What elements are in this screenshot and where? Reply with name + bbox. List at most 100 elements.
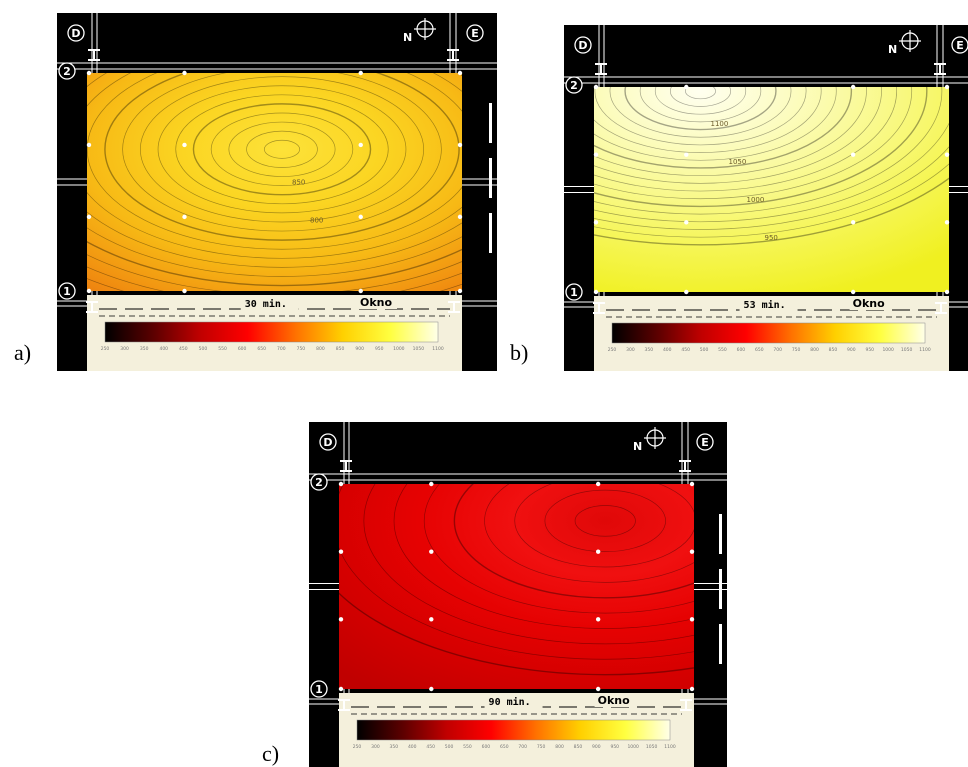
grid-label-D: D xyxy=(319,433,337,451)
colorbar-tick-label: 1000 xyxy=(882,347,894,353)
colorbar-tick-label: 300 xyxy=(626,347,635,353)
colorbar-tick-label: 850 xyxy=(336,346,345,352)
colorbar-tick-label: 800 xyxy=(810,347,819,353)
column-icon xyxy=(447,49,459,61)
colorbar-tick-label: 1000 xyxy=(393,346,405,352)
svg-text:2: 2 xyxy=(570,79,578,92)
colorbar-tick-label: 500 xyxy=(445,744,454,750)
colorbar-tick-label: 250 xyxy=(101,346,110,352)
grid-label-D: D xyxy=(67,24,85,42)
colorbar-tick-label: 600 xyxy=(238,346,247,352)
contour-label: 1100 xyxy=(711,120,729,128)
grid-label-1: 1 xyxy=(565,283,583,301)
panel-svg-a: 850 800 D E 2 1 N 30 min. Okno 250 300 350 400 450 500… xyxy=(57,13,497,371)
column-icon xyxy=(338,699,350,711)
time-label: 53 min. xyxy=(744,299,786,311)
time-label: 30 min. xyxy=(245,298,287,310)
svg-text:D: D xyxy=(71,27,80,40)
colorbar-tick-label: 950 xyxy=(610,744,619,750)
time-label: 90 min. xyxy=(489,696,531,708)
colorbar-tick-label: 300 xyxy=(371,744,380,750)
heatmap-panel-c: D E 2 1 N 90 min. Okno 250 300 350 400 450 500 550 600… xyxy=(309,422,727,767)
grid-label-2: 2 xyxy=(310,473,328,491)
colorbar-tick-label: 350 xyxy=(645,347,654,353)
colorbar xyxy=(356,719,671,741)
colorbar-tick-label: 900 xyxy=(847,347,856,353)
colorbar-tick-label: 650 xyxy=(257,346,266,352)
contour-label: 800 xyxy=(310,216,323,224)
heatmap-panel-a: 850 800 D E 2 1 N 30 min. Okno 250 300 350 400 450 500… xyxy=(57,13,497,371)
svg-text:1: 1 xyxy=(63,285,71,298)
colorbar-tick-label: 750 xyxy=(792,347,801,353)
column-icon xyxy=(935,302,947,314)
column-icon xyxy=(593,302,605,314)
colorbar-tick-label: 900 xyxy=(355,346,364,352)
contour-label: 1050 xyxy=(729,158,747,166)
colorbar-tick-label: 1000 xyxy=(627,744,639,750)
column-icon xyxy=(88,49,100,61)
svg-text:1: 1 xyxy=(315,683,323,696)
contour-label: 1000 xyxy=(747,196,765,204)
contour-lines-c xyxy=(339,484,694,676)
colorbar-tick-label: 550 xyxy=(718,347,727,353)
column-icon xyxy=(86,301,98,313)
contour-lines-b xyxy=(594,87,949,246)
north-arrow-icon: N xyxy=(633,427,666,453)
colorbar-tick-label: 500 xyxy=(199,346,208,352)
panel-svg-c: D E 2 1 N 90 min. Okno 250 300 350 400 450 500 550 600… xyxy=(309,422,727,767)
colorbar-tick-label: 1100 xyxy=(432,346,444,352)
colorbar-tick-label: 1100 xyxy=(919,347,931,353)
grid-label-D: D xyxy=(574,36,592,54)
colorbar-tick-label: 800 xyxy=(555,744,564,750)
heat-field-c xyxy=(339,484,694,689)
colorbar-tick-label: 850 xyxy=(574,744,583,750)
north-arrow-icon: N xyxy=(888,30,921,56)
colorbar-tick-label: 500 xyxy=(700,347,709,353)
caption-c: c) xyxy=(262,741,280,766)
column-icon xyxy=(934,63,946,75)
contour-label: 850 xyxy=(292,178,305,186)
svg-text:1: 1 xyxy=(570,286,578,299)
grid-label-1: 1 xyxy=(58,282,76,300)
contour-lines-a xyxy=(87,73,462,291)
colorbar-tick-label: 250 xyxy=(608,347,617,353)
heatmap-panel-b: 1100 1050 1000 950 D E 2 1 N 53 min. Okno 250 300 350… xyxy=(564,25,968,371)
svg-text:D: D xyxy=(578,39,587,52)
column-icon xyxy=(595,63,607,75)
grid-label-1: 1 xyxy=(310,680,328,698)
grid-label-2: 2 xyxy=(565,76,583,94)
colorbar xyxy=(611,322,926,344)
north-arrow-icon: N xyxy=(403,18,436,44)
colorbar-tick-label: 1050 xyxy=(901,347,913,353)
colorbar-tick-label: 300 xyxy=(120,346,129,352)
colorbar-tick-label: 450 xyxy=(179,346,188,352)
colorbar-tick-label: 400 xyxy=(159,346,168,352)
colorbar-tick-label: 450 xyxy=(426,744,435,750)
colorbar-tick-label: 850 xyxy=(829,347,838,353)
svg-text:2: 2 xyxy=(63,65,71,78)
colorbar-tick-label: 1050 xyxy=(413,346,425,352)
column-icon xyxy=(679,460,691,472)
svg-text:N: N xyxy=(633,440,642,453)
svg-text:N: N xyxy=(888,43,897,56)
colorbar-tick-label: 250 xyxy=(353,744,362,750)
window-label: Okno xyxy=(360,296,392,309)
caption-a: a) xyxy=(14,340,32,365)
svg-text:N: N xyxy=(403,31,412,44)
colorbar-tick-label: 1050 xyxy=(646,744,658,750)
svg-text:2: 2 xyxy=(315,476,323,489)
colorbar-tick-label: 600 xyxy=(737,347,746,353)
svg-text:E: E xyxy=(956,39,964,52)
colorbar-tick-label: 350 xyxy=(390,744,399,750)
colorbar-tick-label: 700 xyxy=(518,744,527,750)
colorbar-tick-label: 400 xyxy=(408,744,417,750)
heat-field-a xyxy=(87,73,462,291)
grid-label-2: 2 xyxy=(58,62,76,80)
colorbar-tick-label: 450 xyxy=(681,347,690,353)
colorbar-tick-label: 1100 xyxy=(664,744,676,750)
column-icon xyxy=(680,699,692,711)
colorbar xyxy=(104,321,439,343)
colorbar-tick-label: 650 xyxy=(500,744,509,750)
column-icon xyxy=(448,301,460,313)
colorbar-tick-label: 700 xyxy=(773,347,782,353)
